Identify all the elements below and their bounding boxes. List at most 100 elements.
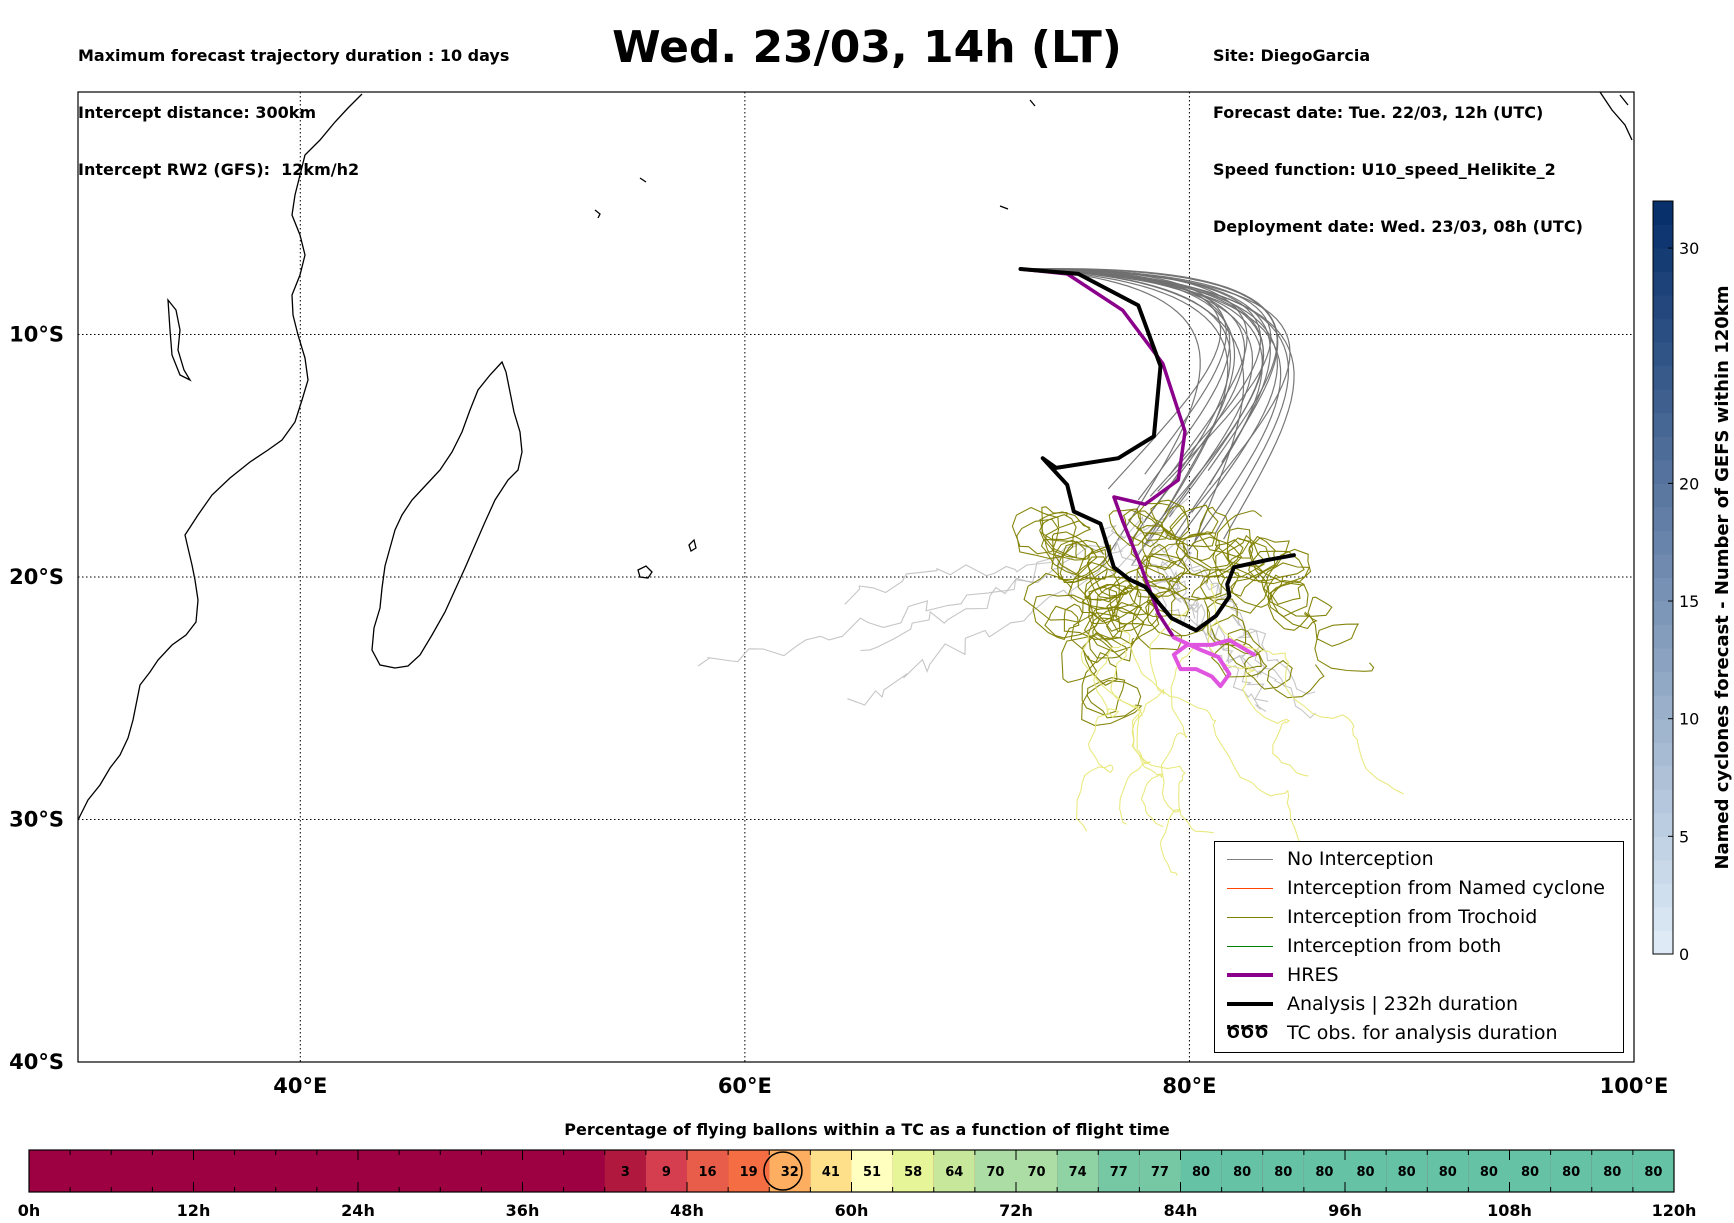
legend-swatch	[1227, 859, 1273, 860]
bar-tick-label: 96h	[1328, 1201, 1362, 1220]
bar-cell-value: 3	[621, 1165, 630, 1180]
bar-cell	[1468, 1150, 1510, 1192]
colorbar-band	[1653, 836, 1673, 861]
flight-time-bar: 3 9 16 19 32 41 51 58 64 70 70 74 77 77 80 80 80 80 80 80 80…	[18, 1149, 1697, 1220]
ensemble-trajectory	[847, 540, 1152, 706]
colorbar-band	[1653, 483, 1673, 508]
bar-cell-value: 9	[662, 1165, 671, 1180]
bar-cell	[851, 1150, 893, 1192]
ensemble-trajectory	[1020, 268, 1222, 490]
colorbar-band	[1653, 671, 1673, 696]
colorbar-band	[1653, 859, 1673, 884]
ensemble-trajectory	[1020, 268, 1282, 567]
bar-cell-value: 51	[863, 1165, 881, 1180]
trajectory-series	[1018, 267, 1187, 640]
bar-tick-label: 120h	[1652, 1201, 1697, 1220]
bar-cell	[1016, 1150, 1058, 1192]
bar-cell-value: 70	[986, 1165, 1004, 1180]
bar-cell	[810, 1150, 852, 1192]
bar-tick-label: 72h	[999, 1201, 1033, 1220]
bar-cell-value: 58	[904, 1165, 922, 1180]
legend-label: Interception from Named cyclone	[1287, 877, 1605, 899]
bar-cell-value: 80	[1192, 1165, 1210, 1180]
colorbar-band	[1653, 201, 1673, 226]
bottom-bar-title: Percentage of flying ballons within a TC…	[564, 1120, 1170, 1139]
legend-swatch	[1227, 888, 1273, 889]
bar-cell-value: 16	[699, 1165, 717, 1180]
ensemble-trajectory	[1020, 268, 1248, 477]
mauritius-coast	[688, 538, 697, 552]
header-right-line: Deployment date: Wed. 23/03, 08h (UTC)	[1213, 217, 1583, 236]
legend-swatch	[1227, 946, 1273, 947]
side-colorbar: 0 5 10 15 20 30 Named cyclones forecast - Numb…	[1652, 200, 1733, 964]
ensemble-trajectory	[1020, 268, 1272, 492]
seychelles-coast	[594, 99, 1036, 219]
legend-label: Interception from both	[1287, 935, 1502, 957]
bar-frame	[28, 1149, 1675, 1193]
ensemble-trajectory	[844, 529, 1183, 605]
bar-cell	[1139, 1150, 1181, 1192]
bar-cell-value: 80	[1644, 1165, 1662, 1180]
bar-tick-label: 60h	[835, 1201, 869, 1220]
bar-cell-value: 80	[1480, 1165, 1498, 1180]
ensemble-trajectory	[1181, 539, 1286, 688]
header-left-info: Maximum forecast trajectory duration : 1…	[78, 8, 509, 198]
header-right-info: Site: DiegoGarcia Forecast date: Tue. 22…	[1213, 8, 1583, 255]
header-left-line: Intercept distance: 300km	[78, 103, 317, 122]
y-tick-label: 40°S	[9, 1050, 64, 1074]
ensemble-trajectory	[1076, 642, 1127, 832]
bar-cell-value: 19	[740, 1165, 758, 1180]
ensemble-trajectory	[1020, 268, 1201, 568]
y-tick-label: 10°S	[9, 323, 64, 347]
bar-cell-value: 80	[1315, 1165, 1333, 1180]
ensemble-trajectory	[1039, 511, 1135, 662]
colorbar-band	[1653, 906, 1673, 931]
legend-label: Analysis | 232h duration	[1287, 993, 1519, 1015]
ensemble-trajectory	[1215, 510, 1318, 630]
trajectory-series	[1171, 635, 1256, 689]
legend-swatch	[1227, 917, 1273, 918]
colorbar-band	[1653, 930, 1673, 955]
reunion-coast	[637, 565, 653, 579]
legend-label: Interception from Trochoid	[1287, 906, 1538, 928]
colorbar-band	[1653, 718, 1673, 743]
bar-cell-value: 77	[1151, 1165, 1169, 1180]
legend-item: Interception from Trochoid	[1223, 904, 1623, 932]
ensemble-trajectory	[1168, 569, 1310, 631]
ensemble-trajectory	[1206, 598, 1325, 699]
bar-cell	[1098, 1150, 1140, 1192]
madagascar-coast	[371, 360, 523, 669]
bar-cell-value: 64	[945, 1165, 963, 1180]
ensemble-trajectory	[1119, 609, 1189, 825]
current-time-marker	[763, 1151, 803, 1191]
legend-swatch	[1227, 1002, 1273, 1006]
x-tick-label: 100°E	[1600, 1074, 1669, 1098]
bar-cell-value: 41	[822, 1165, 840, 1180]
ensemble-trajectory	[1041, 506, 1161, 627]
ensemble-trajectory	[697, 566, 1079, 667]
bar-cell-value: 80	[1603, 1165, 1621, 1180]
bar-cell-value: 80	[1562, 1165, 1580, 1180]
bar-cell	[1303, 1150, 1345, 1192]
bar-cell-value: 80	[1398, 1165, 1416, 1180]
ensemble-trajectory	[1106, 525, 1186, 651]
ensemble-trajectory	[1020, 268, 1264, 518]
bar-cell-value: 80	[1439, 1165, 1457, 1180]
bar-tick-label: 108h	[1487, 1201, 1532, 1220]
header-right-line: Site: DiegoGarcia	[1213, 46, 1371, 65]
colorbar-band	[1653, 271, 1673, 296]
ensemble-trajectory	[1128, 529, 1211, 637]
ensemble-trajectory	[1020, 268, 1229, 567]
ensemble-trajectory	[1080, 634, 1214, 834]
bar-cell	[1550, 1150, 1592, 1192]
bar-tick-label: 48h	[670, 1201, 704, 1220]
colorbar-band	[1653, 295, 1673, 320]
colorbar-tick-label: 10	[1679, 710, 1699, 729]
colorbar-band	[1653, 695, 1673, 720]
axis-tick-labels: 40°E 60°E 80°E 100°E 10°S 20°S 30°S 40°S	[9, 323, 1668, 1099]
bar-cell	[1591, 1150, 1633, 1192]
bar-cell-value: 80	[1233, 1165, 1251, 1180]
colorbar-band	[1653, 742, 1673, 767]
colorbar-tick-label: 15	[1679, 592, 1699, 611]
